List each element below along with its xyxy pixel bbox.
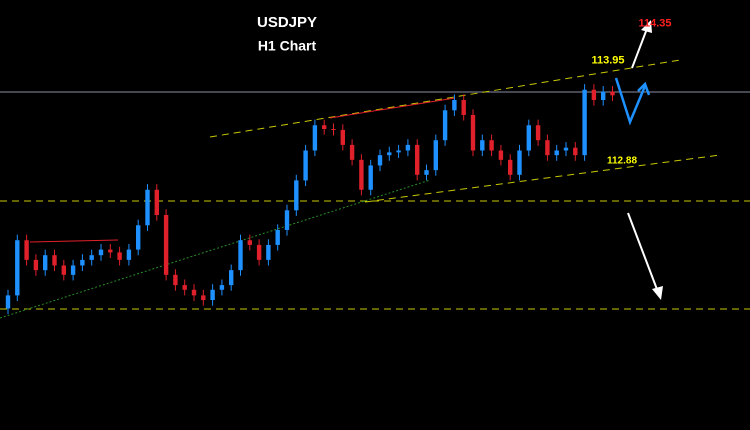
candle-body [5,295,11,309]
candle-body [136,225,141,250]
candle-body [229,270,234,286]
channel-top [209,59,681,138]
candle-body [535,125,541,141]
candle-body [442,110,448,141]
candle-body [377,155,383,166]
candle-body [219,285,225,290]
down-arrow [627,212,659,293]
candle-body [573,147,578,156]
candle-body [554,150,559,156]
candle-body [145,189,150,226]
candle-body [98,249,104,256]
candle-body [331,129,336,130]
candle-body [545,140,550,156]
candle-body [256,244,262,260]
candle-body [452,100,457,111]
projection-arrow [614,77,647,126]
chart-title: USDJPY [257,14,317,31]
arrow-head [637,81,651,96]
candle-body [359,159,364,190]
price-label: 113.95 [591,55,624,67]
candle-body [89,255,94,260]
candle-body [182,285,187,290]
arrow-head [641,20,652,33]
candle-body [303,150,308,181]
candle-body [80,259,85,266]
price-label: 114.35 [638,17,671,29]
chart-subtitle: H1 Chart [258,38,317,54]
candle-body [173,274,178,286]
trend-line [0,179,431,319]
candle-body [582,89,587,156]
candle-body [61,265,66,275]
candle-body [526,125,531,151]
up-arrow [631,25,649,69]
candle-body [322,125,327,129]
candle-body [517,150,522,175]
candle-body [238,240,243,271]
candle-body [563,147,569,151]
candle-body [275,229,280,245]
candle-body [405,144,411,151]
candle-body [191,289,197,296]
candle-body [312,125,318,151]
candle-body [508,159,513,175]
candle-body [415,144,420,175]
candle-body [601,91,606,101]
candle-body [480,140,485,151]
candle-body [210,289,215,301]
candle-body [284,210,290,230]
candle-body [52,255,57,266]
candle-body [108,249,113,253]
candle-body [154,189,159,215]
resistance-line [329,97,456,119]
resistance-line [29,239,119,243]
candle-body [24,240,29,260]
candle-body [396,150,401,153]
candle-body [266,244,271,260]
candle-body [70,265,76,275]
candle-body [424,170,429,175]
candle-body [43,255,48,271]
candle-body [33,259,39,271]
candle-body [368,165,373,190]
candle-body [126,249,132,260]
candle-body [247,240,252,245]
candle-body [117,252,122,260]
candle-body [15,240,20,296]
candle-body [591,89,597,101]
candle-body [387,152,392,156]
candle-body [340,129,345,145]
candle-body [349,144,355,160]
candle-body [163,215,169,275]
candle-body [433,140,438,171]
candle-body [201,295,206,301]
candle-body [610,91,615,96]
arrow-head [652,286,663,300]
candle-body [294,180,299,211]
candle-body [489,140,494,151]
price-label: 112.88 [607,155,637,166]
candle-body [461,100,466,115]
candle-body [470,114,476,151]
candle-body [498,150,504,160]
